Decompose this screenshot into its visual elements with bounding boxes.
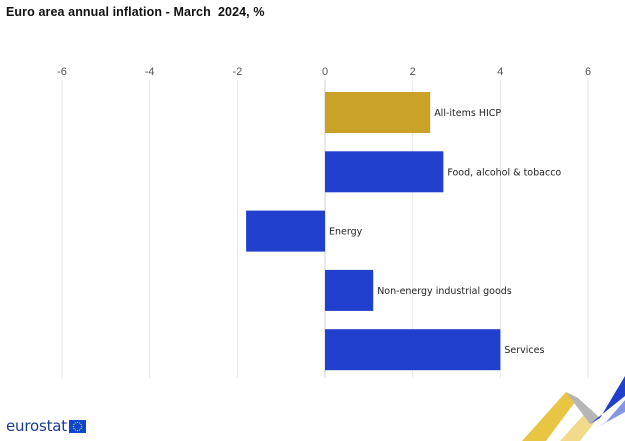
bar[interactable] [325,92,431,133]
x-tick-label: -6 [57,66,67,78]
bars [246,92,501,371]
x-tick-label: -4 [145,66,155,78]
bar-labels: All-items HICP Food, alcohol & tobacco Ene… [329,108,561,356]
eurostat-logo: eurostat [6,417,86,435]
logo-wordmark: eurostat [6,417,67,435]
x-tick-label: 2 [410,66,416,78]
eu-flag-icon [68,419,86,433]
bar-category-label: Services [504,345,544,356]
x-tick-label: 0 [322,66,328,78]
bar[interactable] [325,269,374,311]
x-axis-ticks: -6 -4 -2 0 2 4 6 [57,66,591,78]
bar-category-label: Energy [329,227,363,238]
x-tick-label: -2 [232,66,242,78]
x-tick-label: 4 [497,66,503,78]
x-tick-label: 6 [585,66,591,78]
bar-category-label: All-items HICP [434,108,501,119]
chart-title: Euro area annual inflation - March 2024,… [6,5,265,19]
bar[interactable] [325,151,444,193]
bar[interactable] [246,210,325,252]
bar[interactable] [325,329,501,371]
bar-category-label: Non-energy industrial goods [377,286,512,297]
bar-category-label: Food, alcohol & tobacco [447,167,561,178]
